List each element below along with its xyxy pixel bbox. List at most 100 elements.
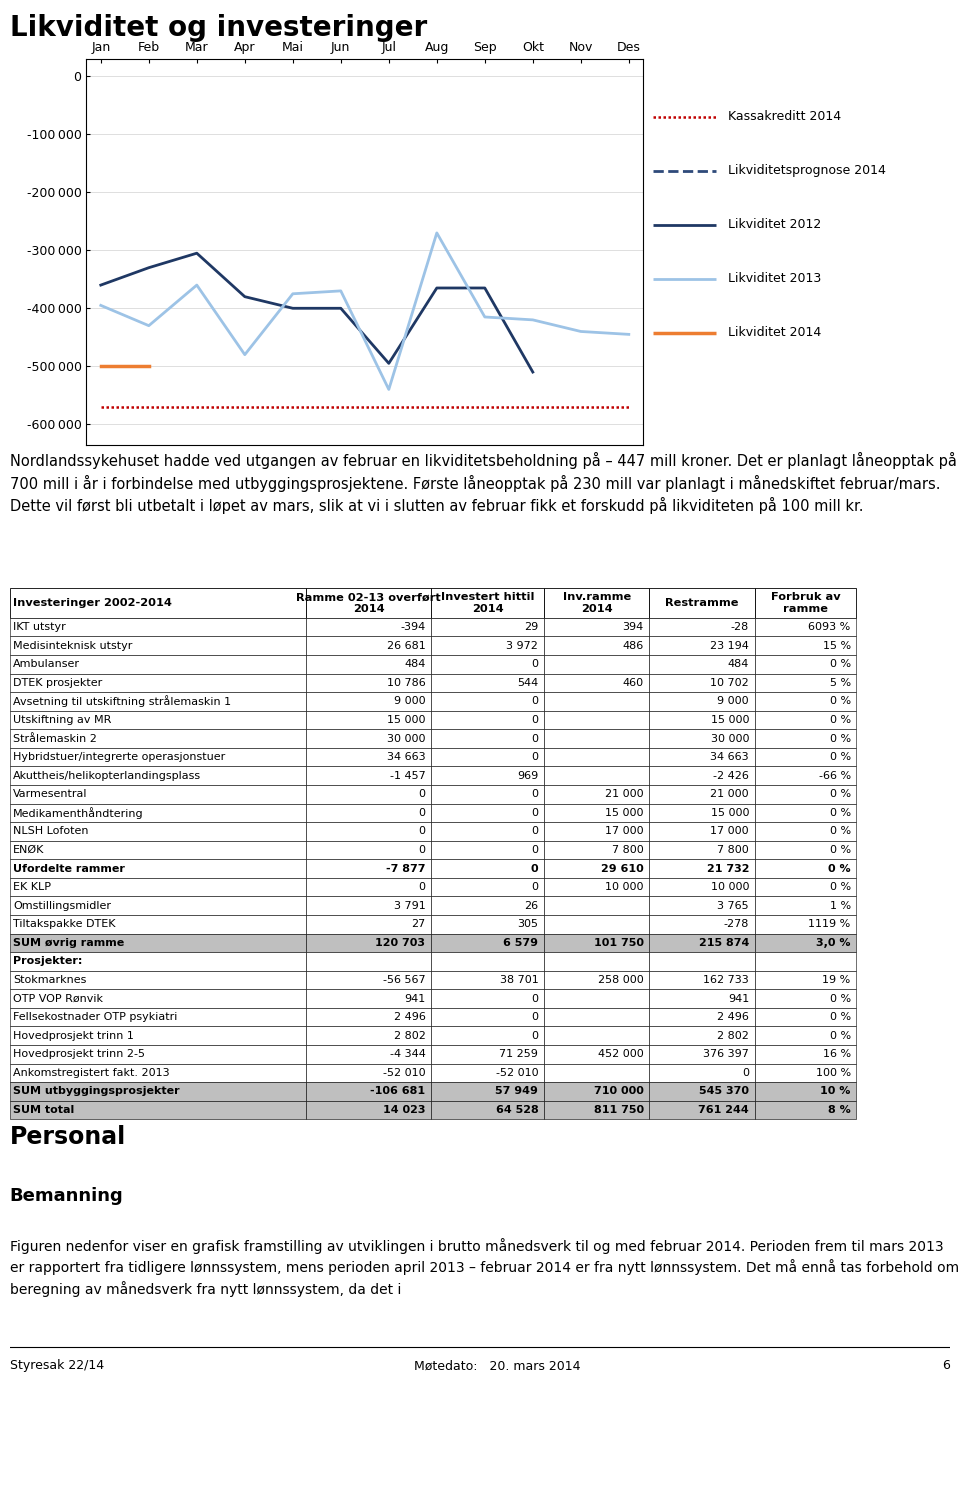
Text: 14 023: 14 023 xyxy=(383,1105,425,1114)
FancyBboxPatch shape xyxy=(306,655,431,674)
Text: 101 750: 101 750 xyxy=(593,937,644,948)
FancyBboxPatch shape xyxy=(306,823,431,841)
FancyBboxPatch shape xyxy=(755,618,856,637)
Text: DTEK prosjekter: DTEK prosjekter xyxy=(13,677,103,688)
FancyBboxPatch shape xyxy=(755,1063,856,1083)
Text: 0 %: 0 % xyxy=(829,715,851,726)
FancyBboxPatch shape xyxy=(755,748,856,767)
Text: 0: 0 xyxy=(531,881,539,892)
FancyBboxPatch shape xyxy=(10,711,306,729)
FancyBboxPatch shape xyxy=(10,1009,306,1027)
FancyBboxPatch shape xyxy=(649,729,755,748)
Text: 27: 27 xyxy=(411,919,425,930)
Text: 0: 0 xyxy=(531,1012,539,1022)
Text: 0: 0 xyxy=(742,1067,749,1078)
FancyBboxPatch shape xyxy=(755,859,856,878)
Text: IKT utstyr: IKT utstyr xyxy=(13,621,66,632)
FancyBboxPatch shape xyxy=(306,1027,431,1045)
Text: Figuren nedenfor viser en grafisk framstilling av utviklingen i brutto månedsver: Figuren nedenfor viser en grafisk framst… xyxy=(10,1238,959,1297)
FancyBboxPatch shape xyxy=(431,674,544,692)
Text: 10 786: 10 786 xyxy=(387,677,425,688)
Text: 71 259: 71 259 xyxy=(499,1049,539,1060)
FancyBboxPatch shape xyxy=(10,915,306,933)
FancyBboxPatch shape xyxy=(10,1027,306,1045)
FancyBboxPatch shape xyxy=(649,655,755,674)
FancyBboxPatch shape xyxy=(431,971,544,989)
FancyBboxPatch shape xyxy=(649,803,755,823)
Text: 6 579: 6 579 xyxy=(503,937,539,948)
FancyBboxPatch shape xyxy=(431,859,544,878)
Text: 0: 0 xyxy=(419,807,425,818)
FancyBboxPatch shape xyxy=(431,588,544,618)
FancyBboxPatch shape xyxy=(431,915,544,933)
Text: -278: -278 xyxy=(724,919,749,930)
FancyBboxPatch shape xyxy=(10,841,306,859)
FancyBboxPatch shape xyxy=(544,989,649,1009)
FancyBboxPatch shape xyxy=(649,692,755,711)
Text: Likviditet og investeringer: Likviditet og investeringer xyxy=(10,14,427,42)
Text: 9 000: 9 000 xyxy=(394,697,425,706)
Text: SUM utbyggingsprosjekter: SUM utbyggingsprosjekter xyxy=(13,1087,180,1096)
Text: 452 000: 452 000 xyxy=(598,1049,644,1060)
FancyBboxPatch shape xyxy=(10,748,306,767)
FancyBboxPatch shape xyxy=(755,823,856,841)
Text: Likviditet 2014: Likviditet 2014 xyxy=(728,327,821,339)
Text: 2 496: 2 496 xyxy=(394,1012,425,1022)
FancyBboxPatch shape xyxy=(544,1027,649,1045)
FancyBboxPatch shape xyxy=(755,711,856,729)
FancyBboxPatch shape xyxy=(10,637,306,655)
FancyBboxPatch shape xyxy=(431,1101,544,1119)
FancyBboxPatch shape xyxy=(431,989,544,1009)
Text: 0: 0 xyxy=(531,715,539,726)
Text: 100 %: 100 % xyxy=(816,1067,851,1078)
Text: -2 426: -2 426 xyxy=(713,771,749,780)
Text: 10 702: 10 702 xyxy=(710,677,749,688)
FancyBboxPatch shape xyxy=(10,674,306,692)
FancyBboxPatch shape xyxy=(10,692,306,711)
Text: 15 000: 15 000 xyxy=(387,715,425,726)
FancyBboxPatch shape xyxy=(544,748,649,767)
FancyBboxPatch shape xyxy=(755,1009,856,1027)
Text: 484: 484 xyxy=(404,659,425,670)
Text: 0 %: 0 % xyxy=(829,789,851,800)
Text: Investeringer 2002-2014: Investeringer 2002-2014 xyxy=(13,599,172,608)
FancyBboxPatch shape xyxy=(431,1009,544,1027)
FancyBboxPatch shape xyxy=(649,637,755,655)
Text: Omstillingsmidler: Omstillingsmidler xyxy=(13,901,111,910)
FancyBboxPatch shape xyxy=(649,971,755,989)
FancyBboxPatch shape xyxy=(10,729,306,748)
Text: 0 %: 0 % xyxy=(829,1012,851,1022)
FancyBboxPatch shape xyxy=(755,878,856,897)
Text: Medisinteknisk utstyr: Medisinteknisk utstyr xyxy=(13,641,132,650)
FancyBboxPatch shape xyxy=(649,1063,755,1083)
FancyBboxPatch shape xyxy=(431,637,544,655)
Text: 3 972: 3 972 xyxy=(507,641,539,650)
FancyBboxPatch shape xyxy=(649,897,755,915)
Text: 162 733: 162 733 xyxy=(704,975,749,984)
FancyBboxPatch shape xyxy=(755,803,856,823)
Text: 0 %: 0 % xyxy=(829,881,851,892)
Text: Hybridstuer/integrerte operasjonstuer: Hybridstuer/integrerte operasjonstuer xyxy=(13,751,226,762)
FancyBboxPatch shape xyxy=(10,803,306,823)
Text: SUM øvrig ramme: SUM øvrig ramme xyxy=(13,937,125,948)
FancyBboxPatch shape xyxy=(431,803,544,823)
FancyBboxPatch shape xyxy=(10,859,306,878)
Text: 15 000: 15 000 xyxy=(710,715,749,726)
Text: 6093 %: 6093 % xyxy=(808,621,851,632)
FancyBboxPatch shape xyxy=(10,989,306,1009)
FancyBboxPatch shape xyxy=(649,767,755,785)
Text: 0: 0 xyxy=(419,845,425,856)
Text: Ambulanser: Ambulanser xyxy=(13,659,81,670)
Text: 3,0 %: 3,0 % xyxy=(816,937,851,948)
Text: 0: 0 xyxy=(531,993,539,1004)
Text: 0: 0 xyxy=(531,807,539,818)
FancyBboxPatch shape xyxy=(306,803,431,823)
Text: 941: 941 xyxy=(404,993,425,1004)
FancyBboxPatch shape xyxy=(544,785,649,803)
FancyBboxPatch shape xyxy=(10,878,306,897)
Text: Likviditet 2012: Likviditet 2012 xyxy=(728,218,821,231)
FancyBboxPatch shape xyxy=(544,655,649,674)
Text: 15 %: 15 % xyxy=(823,641,851,650)
Text: 3 765: 3 765 xyxy=(717,901,749,910)
FancyBboxPatch shape xyxy=(649,785,755,803)
